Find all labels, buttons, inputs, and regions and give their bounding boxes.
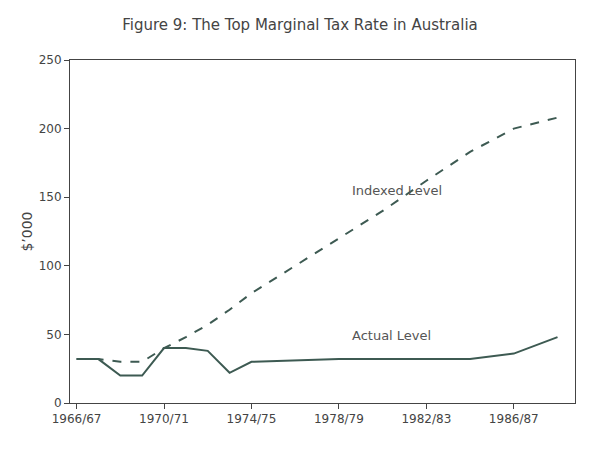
svg-text:200: 200 (39, 122, 62, 136)
svg-text:Figure 9: The Top Marginal Tax: Figure 9: The Top Marginal Tax Rate in A… (122, 16, 478, 34)
svg-text:0: 0 (54, 396, 62, 410)
svg-text:1978/79: 1978/79 (314, 412, 364, 426)
svg-text:100: 100 (39, 259, 62, 273)
svg-text:$’000: $’000 (19, 211, 35, 251)
svg-text:1982/83: 1982/83 (401, 412, 451, 426)
svg-text:1966/67: 1966/67 (52, 412, 102, 426)
svg-text:Indexed Level: Indexed Level (352, 183, 442, 198)
svg-text:1974/75: 1974/75 (227, 412, 277, 426)
svg-text:Actual Level: Actual Level (352, 328, 431, 343)
svg-text:1986/87: 1986/87 (489, 412, 539, 426)
svg-text:50: 50 (46, 328, 61, 342)
svg-text:1970/71: 1970/71 (139, 412, 189, 426)
svg-text:250: 250 (39, 53, 62, 67)
svg-text:150: 150 (39, 190, 62, 204)
